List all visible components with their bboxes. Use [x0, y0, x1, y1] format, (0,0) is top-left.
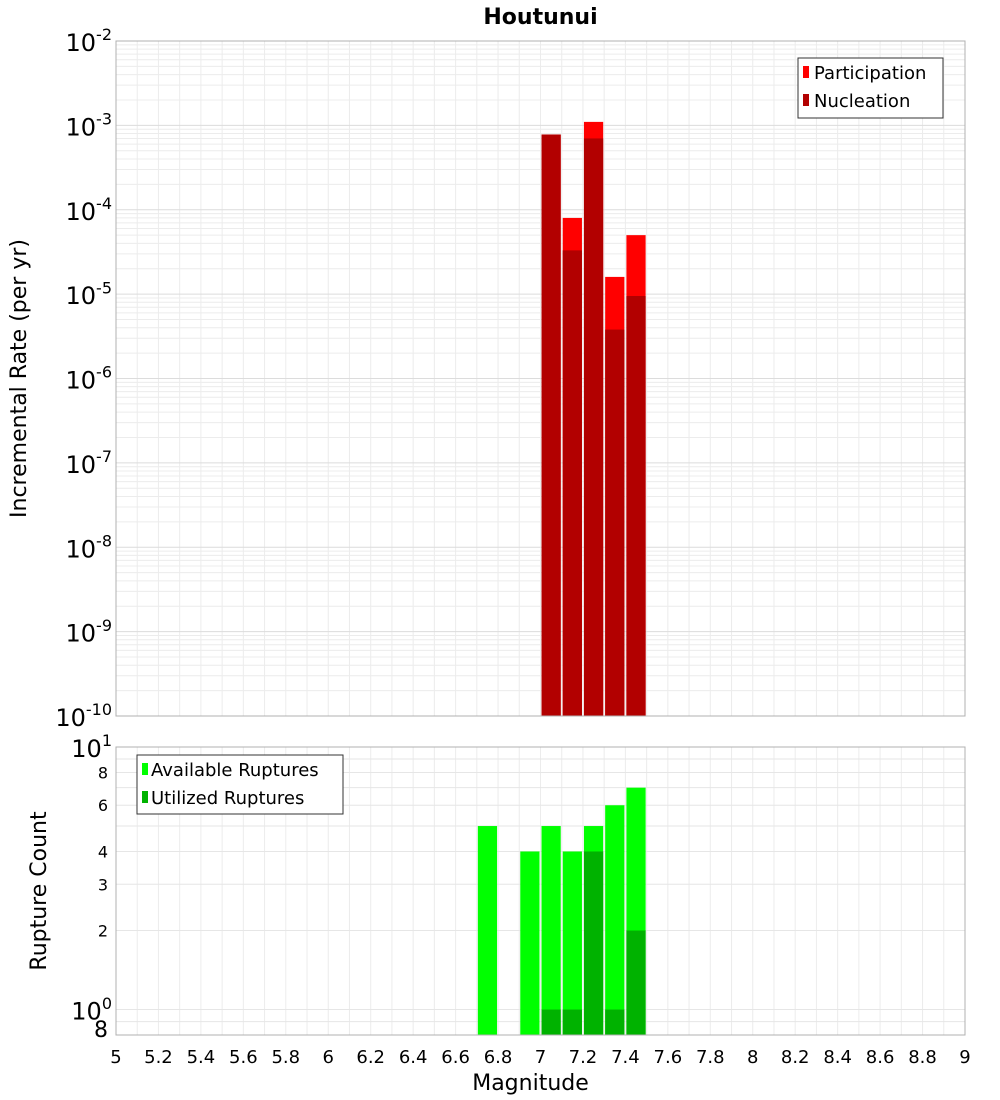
- x-tick-label: 8.4: [823, 1047, 852, 1068]
- y-tick-label-base: 10: [66, 29, 97, 57]
- legend-swatch-utilized-ruptures: [142, 791, 148, 803]
- y-tick-label-exponent: -7: [96, 447, 112, 466]
- y-tick-label: 10-6: [66, 363, 113, 395]
- bar-available-ruptures-7.15: [562, 851, 582, 1035]
- x-tick-label: 7.8: [696, 1047, 725, 1068]
- y-tick-label-base: 10: [66, 367, 97, 395]
- bar-available-ruptures-6.75: [477, 826, 498, 1035]
- x-tick-label: 5: [110, 1047, 121, 1068]
- bar-nucleation-7.35: [605, 329, 625, 716]
- y-tick-label-base: 10: [66, 198, 97, 226]
- x-tick-label: 5.4: [187, 1047, 216, 1068]
- legend-label-available-ruptures: Available Ruptures: [151, 760, 319, 781]
- y-tick-label-exponent: -6: [96, 363, 112, 382]
- bar-nucleation-7.25: [583, 138, 604, 717]
- x-tick-label: 7: [535, 1047, 546, 1068]
- bar-available-ruptures-7.05: [541, 826, 561, 1035]
- y-tick-label-base: 10: [71, 735, 102, 763]
- x-tick-label: 9: [959, 1047, 970, 1068]
- x-tick-label: 5.6: [229, 1047, 258, 1068]
- y-tick-label: 10-2: [66, 25, 113, 57]
- y-tick-label: 10-3: [66, 110, 113, 142]
- y-tick-label-base: 10: [66, 113, 97, 141]
- bar-utilized-ruptures-7.15: [562, 1009, 582, 1035]
- chart-title: Houtunui: [483, 5, 597, 30]
- bar-utilized-ruptures-7.45: [626, 930, 646, 1035]
- bar-utilized-ruptures-7.25: [583, 851, 604, 1035]
- bar-nucleation-7.05: [541, 134, 561, 717]
- y-tick-label: 10-9: [66, 616, 113, 648]
- y-tick-label-exponent: -9: [96, 616, 112, 635]
- y-tick-label-exponent: 0: [102, 994, 112, 1013]
- bar-utilized-ruptures-7.05: [541, 1009, 561, 1035]
- y-tick-label-base: 10: [66, 282, 97, 310]
- y-tick-label-exponent: 1: [102, 731, 112, 750]
- bar-utilized-ruptures-7.35: [605, 1009, 625, 1035]
- legend-swatch-nucleation: [803, 94, 809, 106]
- x-tick-label: 5.8: [271, 1047, 300, 1068]
- plot-incremental-rate: 10-1010-910-810-710-610-510-410-310-2Hou…: [7, 5, 966, 732]
- y-tick-label-base: 10: [71, 998, 102, 1026]
- x-tick-label: 8.6: [866, 1047, 895, 1068]
- x-tick-label: 6.2: [356, 1047, 385, 1068]
- legend-label-nucleation: Nucleation: [814, 91, 910, 112]
- y-axis-label: Rupture Count: [27, 811, 52, 971]
- x-tick-label: 5.2: [144, 1047, 173, 1068]
- x-tick-label: 6.8: [484, 1047, 513, 1068]
- x-axis-label: Magnitude: [472, 1071, 589, 1096]
- x-tick-label: 6.6: [441, 1047, 470, 1068]
- plot-frame: [115, 746, 966, 1036]
- bar-available-ruptures-6.95: [520, 851, 540, 1035]
- legend-label-utilized-ruptures: Utilized Ruptures: [151, 788, 304, 809]
- bar-nucleation-7.15: [562, 250, 582, 717]
- bar-available-ruptures-7.35: [605, 805, 625, 1035]
- y-axis-label: Incremental Rate (per yr): [7, 239, 32, 518]
- x-tick-label: 7.4: [611, 1047, 640, 1068]
- y-tick-label: 4: [98, 842, 108, 861]
- x-tick-label: 8: [747, 1047, 758, 1068]
- x-tick-label: 7.2: [569, 1047, 598, 1068]
- x-tick-label: 6: [323, 1047, 334, 1068]
- y-tick-label-base: 10: [66, 451, 97, 479]
- y-tick-label-exponent: -10: [86, 700, 112, 719]
- y-tick-label-exponent: -2: [96, 25, 112, 44]
- y-tick-label-exponent: -8: [96, 531, 112, 550]
- y-tick-label: 10-4: [66, 194, 113, 226]
- y-tick-label-base: 10: [55, 704, 86, 732]
- y-tick-label: 8: [94, 1018, 108, 1043]
- x-tick-label: 8.2: [781, 1047, 810, 1068]
- y-tick-label-exponent: -3: [96, 110, 112, 129]
- plot-frame: [115, 40, 966, 717]
- legend-swatch-participation: [803, 66, 809, 78]
- y-tick-label: 10-7: [66, 447, 113, 479]
- y-tick-label-base: 10: [66, 535, 97, 563]
- legend-swatch-available-ruptures: [142, 763, 148, 775]
- y-tick-label: 2: [98, 922, 108, 941]
- y-tick-label: 101: [71, 731, 112, 763]
- y-tick-label: 10-5: [66, 278, 113, 310]
- y-tick-label: 8: [98, 763, 108, 782]
- x-tick-label: 6.4: [399, 1047, 428, 1068]
- y-tick-label: 10-10: [55, 700, 112, 732]
- y-tick-label-exponent: -4: [96, 194, 112, 213]
- y-tick-label: 10-8: [66, 531, 113, 563]
- legend-box: [797, 57, 944, 119]
- y-tick-label-base: 10: [66, 620, 97, 648]
- legend-box: [136, 754, 344, 815]
- y-tick-label: 3: [98, 875, 108, 894]
- x-tick-label: 8.8: [908, 1047, 937, 1068]
- legend-label-participation: Participation: [814, 63, 926, 84]
- y-tick-label: 6: [98, 796, 108, 815]
- bar-nucleation-7.45: [626, 296, 646, 716]
- y-tick-label-exponent: -5: [96, 278, 112, 297]
- y-tick-label: 100: [71, 994, 112, 1026]
- x-tick-label: 7.6: [654, 1047, 683, 1068]
